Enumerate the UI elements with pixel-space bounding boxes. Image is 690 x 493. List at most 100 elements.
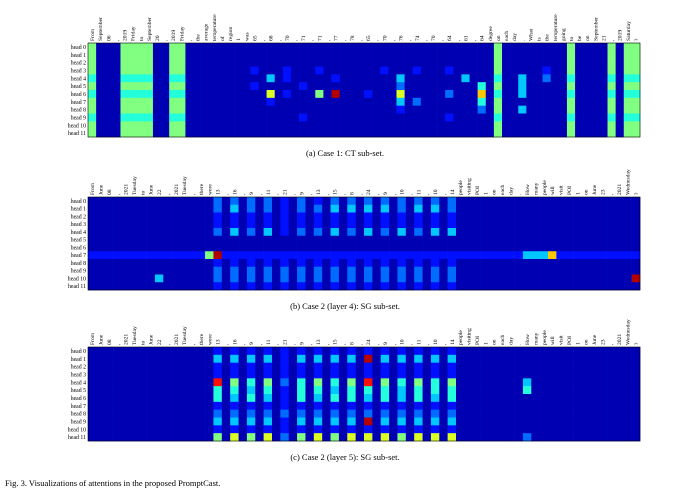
heatmap-cell bbox=[96, 212, 106, 221]
heatmap-cell bbox=[112, 43, 121, 52]
heatmap-cell bbox=[347, 354, 356, 363]
heatmap-cell bbox=[510, 129, 519, 138]
token-label: POI bbox=[475, 186, 481, 195]
heatmap-cell bbox=[163, 417, 172, 426]
heatmap-cell bbox=[598, 228, 607, 237]
heatmap-cell bbox=[305, 259, 315, 268]
heatmap-cell bbox=[299, 129, 308, 138]
heatmap-cell bbox=[623, 129, 633, 138]
heatmap-cell bbox=[88, 362, 97, 371]
heatmap-cell bbox=[297, 433, 306, 442]
heatmap-cell bbox=[221, 266, 231, 275]
token-label: , bbox=[408, 193, 414, 195]
heatmap-cell bbox=[364, 282, 373, 291]
heatmap-cell bbox=[404, 129, 414, 138]
heatmap-cell bbox=[339, 105, 349, 114]
heatmap-cell bbox=[113, 394, 122, 403]
heatmap-cell bbox=[539, 370, 549, 379]
heatmap-cell bbox=[548, 362, 557, 371]
heatmap-cell bbox=[171, 401, 181, 410]
heatmap-cell bbox=[514, 417, 524, 426]
heatmap-cell bbox=[439, 401, 448, 410]
heatmap-cell bbox=[144, 90, 154, 99]
heatmap-cell bbox=[439, 274, 448, 283]
heatmap-cell bbox=[445, 90, 454, 99]
heatmap-cell bbox=[246, 274, 256, 283]
heatmap-cell bbox=[104, 228, 114, 237]
heatmap-cell bbox=[290, 97, 300, 106]
heatmap-cell bbox=[274, 43, 284, 52]
heatmap-cell bbox=[205, 433, 214, 442]
heatmap-cell bbox=[437, 74, 446, 83]
heatmap-cell bbox=[445, 43, 454, 52]
heatmap-cell bbox=[589, 212, 599, 221]
heatmap-cell bbox=[128, 105, 138, 114]
heatmap-cell bbox=[389, 370, 398, 379]
heatmap-cell bbox=[447, 251, 457, 260]
heatmap-cell bbox=[581, 251, 591, 260]
heatmap-cell bbox=[614, 354, 624, 363]
heatmap-cell bbox=[221, 282, 231, 291]
heatmap-cell bbox=[263, 243, 273, 252]
heatmap-cell bbox=[506, 212, 515, 221]
heatmap-cell bbox=[464, 354, 474, 363]
heatmap-cell bbox=[104, 204, 114, 213]
heatmap-cell bbox=[313, 197, 323, 206]
heatmap-cell bbox=[355, 386, 365, 395]
heatmap-cell bbox=[238, 425, 248, 434]
heatmap-cell bbox=[550, 74, 560, 83]
heatmap-cell bbox=[548, 282, 557, 291]
heatmap-cell bbox=[322, 401, 331, 410]
heatmap-cell bbox=[355, 105, 365, 114]
heatmap-cell bbox=[120, 121, 129, 130]
heatmap-cell bbox=[347, 362, 356, 371]
heatmap-cell bbox=[539, 425, 549, 434]
heatmap-cell bbox=[422, 370, 432, 379]
heatmap-cell bbox=[534, 129, 543, 138]
heatmap-cell bbox=[196, 425, 206, 434]
heatmap-cell bbox=[272, 282, 281, 291]
heatmap-cell bbox=[152, 74, 162, 83]
heatmap-cell bbox=[238, 409, 248, 418]
heatmap-cell bbox=[136, 121, 146, 130]
heatmap-cell bbox=[497, 417, 507, 426]
heatmap-cell bbox=[104, 362, 114, 371]
heatmap-cell bbox=[591, 50, 600, 59]
heatmap-cell bbox=[347, 347, 356, 356]
heatmap-cell bbox=[566, 90, 576, 99]
heatmap-cell bbox=[575, 90, 584, 99]
heatmap-cell bbox=[280, 401, 290, 410]
token-label: 1 bbox=[483, 342, 489, 345]
heatmap-cell bbox=[274, 74, 284, 83]
token-label: June bbox=[149, 334, 155, 345]
heatmap-cell bbox=[420, 43, 430, 52]
heatmap-cell bbox=[539, 347, 549, 356]
heatmap-cell bbox=[364, 235, 373, 244]
heatmap-cell bbox=[282, 66, 292, 75]
heatmap-cell bbox=[514, 394, 524, 403]
heatmap-cell bbox=[138, 259, 147, 268]
heatmap-cell bbox=[564, 204, 574, 213]
heatmap-cell bbox=[307, 58, 316, 67]
heatmap-cell bbox=[129, 394, 139, 403]
heatmap-cell bbox=[397, 417, 407, 426]
heatmap-cell bbox=[193, 74, 202, 83]
heatmap-cell bbox=[274, 90, 284, 99]
heatmap-cell bbox=[180, 235, 189, 244]
heatmap-cell bbox=[489, 401, 499, 410]
heatmap-cell bbox=[531, 409, 540, 418]
heatmap-cell bbox=[146, 235, 156, 244]
heatmap-cell bbox=[428, 90, 438, 99]
heatmap-cell bbox=[380, 82, 389, 91]
heatmap-cell bbox=[456, 362, 465, 371]
heatmap-cell bbox=[305, 243, 315, 252]
heatmap-cell bbox=[355, 259, 365, 268]
heatmap-cell bbox=[464, 220, 474, 229]
heatmap-cell bbox=[280, 228, 290, 237]
heatmap-cell bbox=[330, 401, 340, 410]
heatmap-cell bbox=[146, 394, 156, 403]
heatmap-cell bbox=[405, 212, 415, 221]
heatmap-cell bbox=[297, 425, 306, 434]
heatmap-cell bbox=[185, 74, 194, 83]
heatmap-cell bbox=[566, 121, 576, 130]
